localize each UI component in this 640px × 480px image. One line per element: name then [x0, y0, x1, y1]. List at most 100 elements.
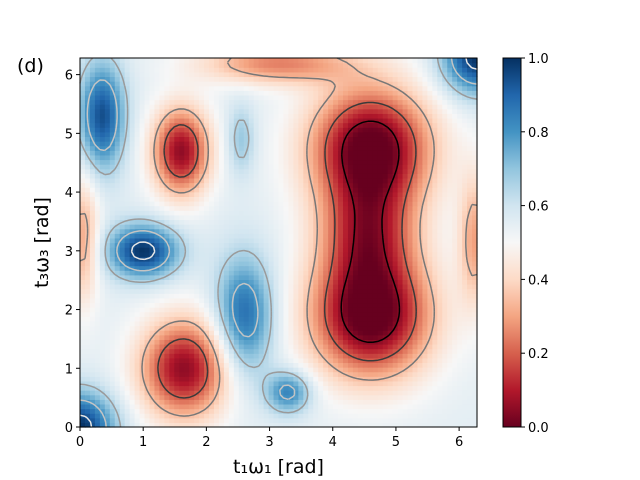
heatmap-cell	[432, 353, 438, 359]
heatmap-cell	[303, 339, 309, 345]
heatmap-cell	[238, 399, 245, 405]
heatmap-cell	[84, 339, 91, 345]
heatmap-cell	[94, 302, 101, 308]
heatmap-cell	[253, 265, 260, 271]
heatmap-cell	[204, 390, 210, 396]
heatmap-cell	[164, 182, 170, 188]
heatmap-cell	[417, 376, 424, 382]
heatmap-cell	[377, 168, 384, 174]
heatmap-cell	[313, 177, 319, 184]
heatmap-cell	[362, 256, 369, 262]
heatmap-cell	[382, 270, 389, 276]
heatmap-cell	[194, 205, 200, 211]
heatmap-cell	[377, 390, 384, 396]
heatmap-cell	[472, 200, 478, 207]
heatmap-cell	[427, 417, 433, 423]
heatmap-cell	[278, 237, 285, 244]
heatmap-cell	[437, 196, 443, 202]
heatmap-cell	[467, 302, 473, 308]
heatmap-cell	[204, 422, 210, 428]
heatmap-cell	[407, 205, 414, 211]
heatmap-cell	[109, 237, 116, 244]
heatmap-cell	[467, 173, 473, 179]
heatmap-cell	[109, 242, 116, 248]
heatmap-cell	[283, 320, 290, 327]
heatmap-cell	[333, 200, 339, 207]
heatmap-cell	[333, 242, 339, 248]
heatmap-cell	[432, 334, 438, 340]
heatmap-cell	[139, 205, 146, 211]
heatmap-cell	[263, 228, 270, 234]
heatmap-cell	[179, 247, 185, 253]
heatmap-cell	[387, 251, 394, 257]
heatmap-cell	[467, 353, 473, 359]
heatmap-cell	[362, 284, 369, 290]
heatmap-cell	[273, 399, 280, 405]
heatmap-cell	[243, 136, 250, 142]
heatmap-cell	[382, 150, 389, 156]
heatmap-cell	[184, 371, 190, 377]
heatmap-cell	[313, 307, 319, 313]
heatmap-cell	[159, 422, 165, 428]
heatmap-cell	[189, 343, 195, 350]
heatmap-cell	[303, 256, 309, 262]
heatmap-cell	[308, 214, 314, 221]
heatmap-cell	[89, 371, 96, 377]
heatmap-cell	[288, 177, 294, 184]
heatmap-cell	[248, 182, 255, 188]
heatmap-cell	[233, 348, 240, 354]
heatmap-cell	[462, 293, 468, 299]
heatmap-cell	[437, 334, 443, 340]
heatmap-cell	[209, 307, 215, 313]
heatmap-cell	[119, 417, 126, 423]
heatmap-cell	[472, 279, 478, 285]
heatmap-cell	[293, 339, 299, 345]
heatmap-cell	[392, 164, 399, 170]
heatmap-cell	[318, 348, 324, 354]
heatmap-cell	[119, 339, 126, 345]
heatmap-cell	[159, 413, 165, 419]
heatmap-cell	[89, 297, 96, 304]
heatmap-cell	[154, 288, 160, 294]
heatmap-cell	[80, 270, 86, 276]
heatmap-cell	[362, 367, 369, 373]
heatmap-cell	[278, 343, 285, 350]
heatmap-cell	[417, 279, 424, 285]
heatmap-cell	[442, 164, 448, 170]
heatmap-cell	[377, 408, 384, 414]
heatmap-cell	[432, 403, 438, 410]
heatmap-cell	[179, 196, 185, 202]
heatmap-cell	[427, 242, 433, 248]
heatmap-cell	[387, 279, 394, 285]
heatmap-cell	[114, 380, 121, 387]
heatmap-cell	[387, 390, 394, 396]
heatmap-cell	[333, 182, 339, 188]
heatmap-cell	[134, 145, 141, 151]
heatmap-cell	[194, 233, 200, 239]
heatmap-cell	[134, 325, 141, 331]
heatmap-cell	[134, 348, 141, 354]
heatmap-cell	[377, 182, 384, 188]
heatmap-cell	[204, 150, 210, 156]
heatmap-cell	[184, 348, 190, 354]
heatmap-cell	[179, 233, 185, 239]
heatmap-cell	[377, 297, 384, 304]
heatmap-cell	[238, 311, 245, 317]
heatmap-cell	[134, 164, 141, 170]
heatmap-cell	[209, 339, 215, 345]
heatmap-cell	[253, 164, 260, 170]
heatmap-cell	[134, 399, 141, 405]
heatmap-cell	[313, 279, 319, 285]
heatmap-cell	[387, 145, 394, 151]
heatmap-cell	[124, 270, 131, 276]
heatmap-cell	[258, 330, 265, 336]
heatmap-cell	[213, 141, 220, 147]
heatmap-cell	[467, 141, 473, 147]
heatmap-cell	[84, 390, 91, 396]
heatmap-cell	[318, 145, 324, 151]
heatmap-cell	[412, 265, 419, 271]
heatmap-cell	[417, 390, 424, 396]
heatmap-cell	[308, 399, 314, 405]
heatmap-cell	[238, 413, 245, 419]
heatmap-cell	[377, 380, 384, 387]
